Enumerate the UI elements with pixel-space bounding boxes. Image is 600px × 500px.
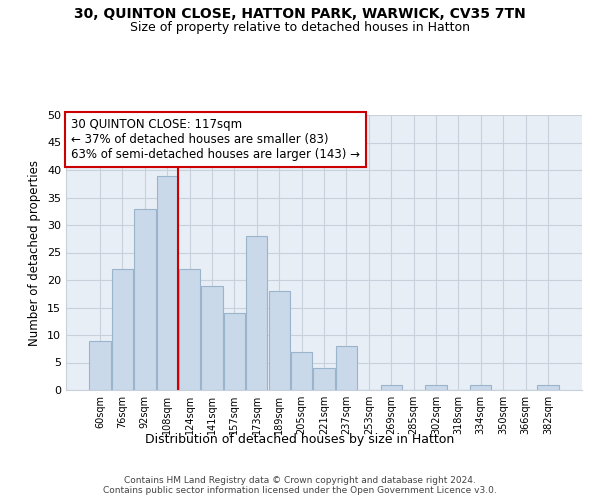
Bar bbox=[313, 368, 335, 390]
Bar bbox=[269, 291, 290, 390]
Y-axis label: Number of detached properties: Number of detached properties bbox=[28, 160, 41, 346]
Text: Contains HM Land Registry data © Crown copyright and database right 2024.
Contai: Contains HM Land Registry data © Crown c… bbox=[103, 476, 497, 495]
Bar bbox=[179, 269, 200, 390]
Text: 30, QUINTON CLOSE, HATTON PARK, WARWICK, CV35 7TN: 30, QUINTON CLOSE, HATTON PARK, WARWICK,… bbox=[74, 8, 526, 22]
Bar bbox=[224, 313, 245, 390]
Bar bbox=[246, 236, 268, 390]
Bar bbox=[157, 176, 178, 390]
Text: Distribution of detached houses by size in Hatton: Distribution of detached houses by size … bbox=[145, 432, 455, 446]
Bar bbox=[134, 208, 155, 390]
Bar bbox=[380, 384, 402, 390]
Text: Size of property relative to detached houses in Hatton: Size of property relative to detached ho… bbox=[130, 21, 470, 34]
Bar bbox=[470, 384, 491, 390]
Bar bbox=[336, 346, 357, 390]
Bar bbox=[537, 384, 559, 390]
Bar bbox=[112, 269, 133, 390]
Bar bbox=[202, 286, 223, 390]
Bar bbox=[291, 352, 312, 390]
Bar bbox=[425, 384, 446, 390]
Bar bbox=[89, 340, 111, 390]
Text: 30 QUINTON CLOSE: 117sqm
← 37% of detached houses are smaller (83)
63% of semi-d: 30 QUINTON CLOSE: 117sqm ← 37% of detach… bbox=[71, 118, 360, 161]
